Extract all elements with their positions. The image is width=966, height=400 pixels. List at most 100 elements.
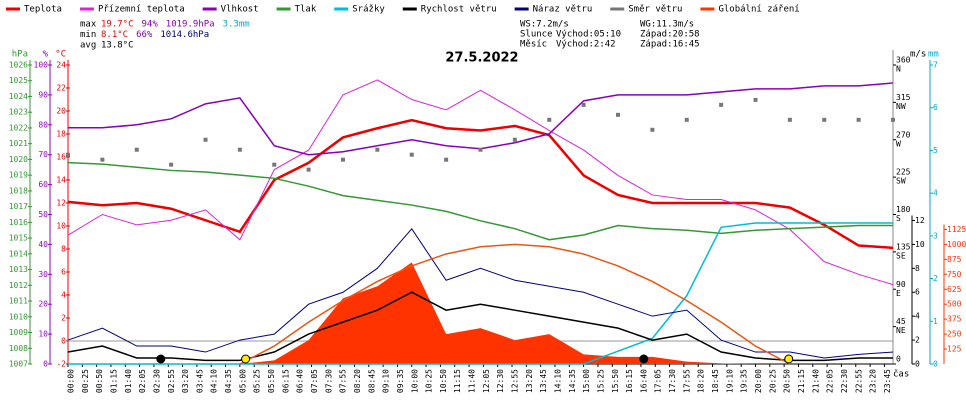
- wind-direction-point: [203, 137, 208, 142]
- wind-direction-point: [856, 117, 861, 122]
- wind-direction-point: [512, 137, 517, 142]
- x-tick-label: 19:35: [740, 369, 749, 393]
- y-tick-label: 14: [56, 176, 66, 185]
- y-tick-label: 5: [933, 146, 938, 155]
- x-tick-label: 17:30: [668, 369, 677, 393]
- y-tick-label: 375: [947, 315, 962, 324]
- y-tick-label: 100: [34, 61, 49, 70]
- radiation-area: [68, 262, 893, 364]
- wind-direction-point: [547, 117, 552, 122]
- series-line: [67, 79, 894, 286]
- y-tick-label: 40: [38, 240, 48, 249]
- legend-label: Tlak: [295, 5, 317, 15]
- y-tick-label: 1019: [9, 171, 28, 180]
- y-tick-label: 360: [896, 56, 911, 65]
- y-tick-label: 1024: [9, 92, 28, 101]
- x-tick-label: 23:45: [883, 369, 892, 393]
- legend-label: Přízemní teplota: [98, 5, 185, 15]
- info-ws: WS:7.2m/s: [520, 20, 569, 30]
- x-tick-label: 17:55: [682, 369, 691, 393]
- y-tick-label: 80: [38, 120, 48, 129]
- y-tick-label: 12: [915, 216, 925, 225]
- series-line: [67, 291, 893, 362]
- y-tick-label: 20: [38, 300, 48, 309]
- x-tick-label: 00:25: [81, 369, 90, 393]
- y-tick-label: 2: [933, 274, 938, 283]
- y-tick-label: 135: [896, 242, 911, 251]
- y-tick-label: 1020: [9, 155, 28, 164]
- y-tick-label: 0: [61, 337, 66, 346]
- x-tick-label: 04:35: [224, 369, 233, 393]
- x-tick-label: 03:45: [195, 369, 204, 393]
- y-tick-label: 500: [947, 300, 962, 309]
- x-tick-label: 15:50: [611, 369, 620, 393]
- y-tick-label: 6: [933, 103, 938, 112]
- x-tick-label: 06:40: [296, 369, 305, 393]
- y-tick-label: 250: [947, 330, 962, 339]
- y-tick-label: 0: [915, 360, 920, 369]
- y-tick-label: 45: [896, 317, 906, 326]
- legend-label: Směr větru: [628, 5, 682, 15]
- y-tick-label: 1025: [9, 76, 28, 85]
- y-tick-label: 10: [915, 240, 925, 249]
- x-tick-label: 14:10: [553, 369, 562, 393]
- y-tick-label: 70: [38, 150, 48, 159]
- axis-title: %: [43, 50, 49, 60]
- y-tick-label: 1007: [9, 360, 28, 369]
- y-tick-label: 1008: [9, 344, 28, 353]
- y-tick-label: 60: [38, 180, 48, 189]
- event-marker: [639, 354, 649, 364]
- y-tick-label: 1026: [9, 61, 28, 70]
- stat-value: 8.1°C: [101, 30, 128, 40]
- y-tick-label: 8: [915, 264, 920, 273]
- compass-label: SE: [896, 251, 906, 260]
- series-line: [239, 243, 791, 365]
- x-tick-label: 06:15: [281, 369, 290, 393]
- wind-direction-point: [100, 157, 105, 162]
- compass-label: NE: [896, 326, 906, 335]
- x-tick-label: 20:50: [783, 369, 792, 393]
- y-tick-label: 4: [915, 312, 920, 321]
- x-tick-label: 12:30: [496, 369, 505, 393]
- wind-direction-point: [341, 157, 345, 162]
- y-tick-label: 125: [947, 345, 962, 354]
- x-tick-label: 02:55: [167, 369, 176, 393]
- x-tick-label: 17:05: [654, 369, 663, 393]
- stat-label: max: [80, 20, 97, 30]
- x-tick-label: 12:05: [482, 369, 491, 393]
- y-tick-label: 3: [933, 231, 938, 240]
- x-tick-label: 01:15: [109, 369, 118, 393]
- x-tick-label: 20:00: [754, 369, 763, 393]
- y-tick-label: 1023: [9, 108, 28, 117]
- y-tick-label: 2: [915, 336, 920, 345]
- event-marker: [784, 354, 794, 364]
- x-tick-label: 16:15: [625, 369, 634, 393]
- legend-label: Vlhkost: [221, 5, 259, 15]
- x-tick-label: 03:20: [181, 369, 190, 393]
- x-tick-label: 21:40: [811, 369, 820, 393]
- stat-value: 1019.9hPa: [166, 20, 215, 30]
- legend-label: Náraz větru: [533, 5, 593, 15]
- wind-direction-point: [684, 117, 689, 122]
- x-tick-label: 18:20: [697, 369, 706, 393]
- axis-title: m/s: [910, 50, 926, 60]
- axis-title: °C: [55, 50, 66, 60]
- y-tick-label: 270: [896, 130, 911, 139]
- wind-direction-point: [237, 147, 242, 152]
- y-tick-label: 0: [43, 360, 48, 369]
- compass-label: S: [896, 214, 901, 223]
- y-tick-label: 6: [61, 268, 66, 277]
- x-tick-label: 10:00: [410, 369, 419, 393]
- x-tick-label: 02:30: [152, 369, 161, 393]
- event-marker: [156, 354, 166, 364]
- y-tick-label: 1125: [947, 225, 966, 234]
- x-tick-label: 07:30: [324, 369, 333, 393]
- wind-direction-point: [891, 117, 895, 122]
- x-tick-label: 10:50: [439, 369, 448, 393]
- x-tick-label: 11:15: [453, 369, 462, 393]
- series-line: [67, 118, 894, 250]
- y-tick-label: 20: [56, 107, 66, 116]
- wind-direction-point: [134, 147, 139, 152]
- wind-direction-point: [787, 117, 792, 122]
- y-tick-label: 180: [896, 205, 911, 214]
